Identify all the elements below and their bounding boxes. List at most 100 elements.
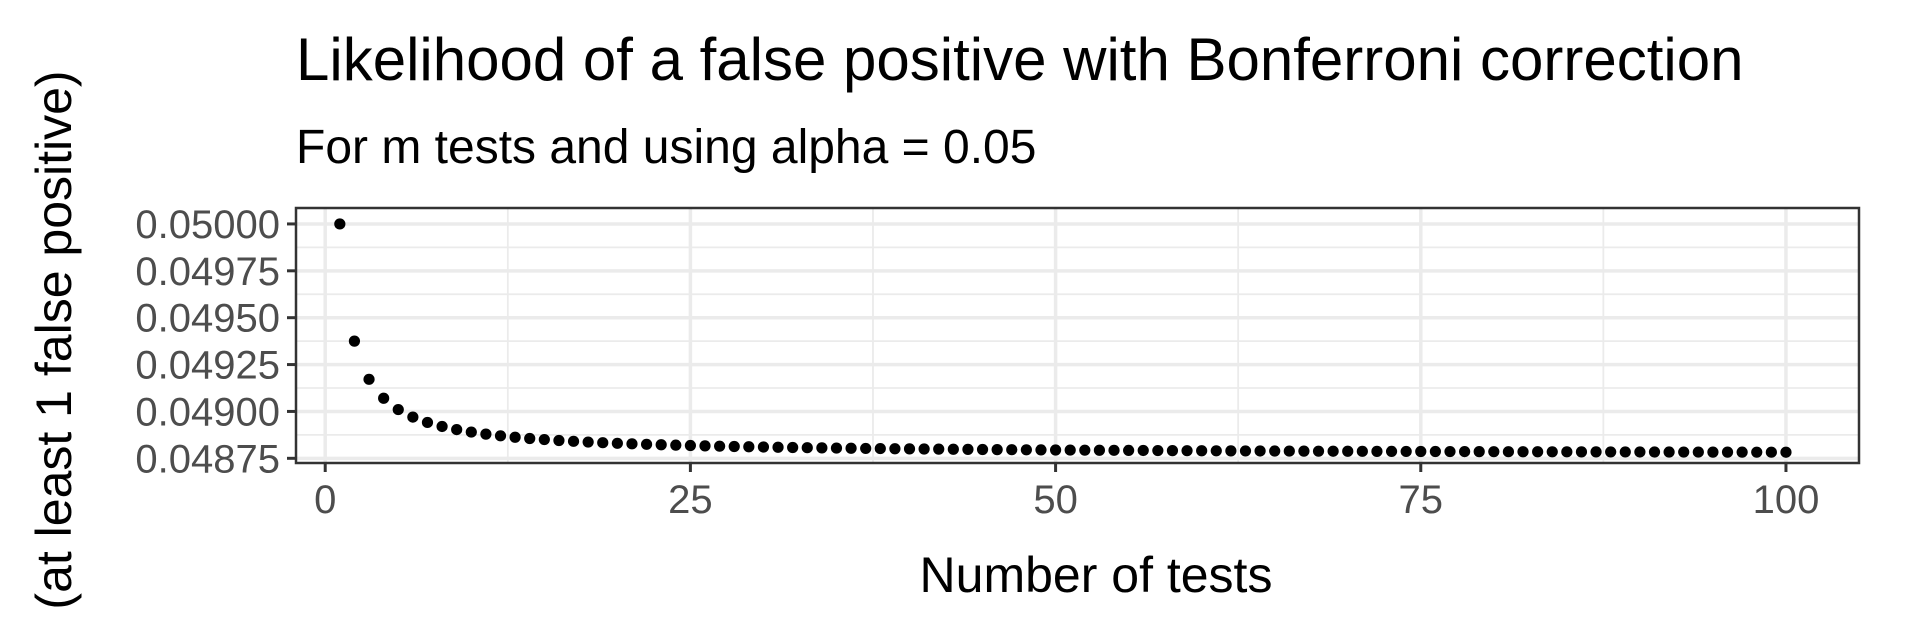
data-point: [1721, 446, 1734, 458]
data-point: [1225, 445, 1237, 457]
data-point: [684, 439, 697, 452]
data-point: [465, 426, 477, 438]
data-point: [830, 442, 843, 454]
data-point: [567, 435, 580, 447]
data-point: [1152, 444, 1164, 457]
data-point: [1181, 445, 1193, 457]
data-point: [933, 443, 945, 455]
data-point: [1517, 446, 1529, 458]
data-point: [845, 442, 857, 454]
data-point: [407, 411, 419, 423]
data-point: [1590, 446, 1602, 458]
y-tick-label: 0.04950: [135, 297, 280, 341]
grid: [296, 208, 1859, 463]
data-point: [1663, 446, 1675, 458]
data-point: [728, 440, 740, 453]
data-point: [436, 420, 448, 433]
data-point: [1692, 446, 1704, 458]
data-points: [334, 218, 1792, 458]
data-point: [1605, 446, 1617, 458]
data-point: [1561, 446, 1573, 458]
data-point: [1458, 445, 1471, 458]
data-point: [1196, 445, 1208, 457]
data-point: [626, 438, 638, 450]
data-point: [947, 443, 959, 455]
data-point: [757, 441, 770, 453]
x-tick-label: 25: [668, 478, 713, 522]
data-point: [1327, 445, 1339, 457]
data-point: [1064, 444, 1076, 456]
y-tick-label: 0.05000: [135, 203, 280, 247]
data-point: [1385, 445, 1398, 457]
data-point: [1736, 446, 1748, 458]
data-point: [860, 442, 872, 455]
data-point: [378, 392, 390, 404]
x-axis-title: Number of tests: [920, 547, 1273, 603]
data-point: [1488, 446, 1500, 458]
data-point: [1415, 445, 1427, 458]
data-point: [801, 442, 813, 454]
data-point: [787, 441, 799, 454]
data-point: [1283, 445, 1295, 457]
data-point: [1356, 445, 1368, 457]
data-point: [976, 443, 989, 456]
data-point: [494, 430, 507, 442]
data-point: [1035, 444, 1047, 456]
plot-panel-border: [294, 206, 1861, 465]
data-point: [714, 440, 726, 452]
data-point: [1049, 444, 1062, 456]
data-point: [1312, 445, 1325, 457]
data-point: [1371, 445, 1383, 457]
data-point: [903, 443, 916, 455]
data-point: [1079, 444, 1091, 456]
data-point: [1546, 446, 1558, 458]
data-point: [553, 434, 565, 447]
data-point: [1473, 446, 1485, 458]
data-point: [1166, 445, 1179, 457]
chart-subtitle: For m tests and using alpha = 0.05: [296, 121, 1036, 174]
axis-ticks: 0 25 50 75 1000.048750.049000.049250.049500.…: [135, 203, 1819, 522]
data-point: [772, 441, 784, 453]
x-tick-label: 50: [1033, 478, 1078, 522]
data-point: [1006, 444, 1018, 456]
data-point: [699, 440, 711, 452]
data-point: [640, 438, 653, 450]
x-tick-label: 75: [1399, 478, 1444, 522]
data-point: [1123, 444, 1135, 456]
y-tick-label: 0.04975: [135, 250, 280, 294]
data-point: [1254, 445, 1266, 457]
data-point: [1707, 446, 1719, 458]
data-point: [1210, 445, 1222, 457]
chart-title: Likelihood of a false positive with Bonf…: [296, 26, 1743, 93]
data-point: [480, 428, 492, 440]
data-point: [538, 433, 550, 446]
data-point: [1342, 445, 1354, 457]
y-tick-label: 0.04925: [135, 344, 280, 388]
data-point: [1751, 446, 1763, 458]
data-point: [1444, 445, 1456, 458]
data-point: [597, 437, 609, 449]
data-point: [1780, 446, 1792, 458]
data-point: [1239, 445, 1252, 457]
y-tick-label: 0.04875: [135, 437, 280, 481]
x-tick-label: 0: [314, 478, 336, 522]
y-axis-title: (at least 1 false positive): [26, 70, 82, 609]
data-point: [1648, 446, 1661, 458]
data-point: [1108, 444, 1120, 456]
data-point: [1619, 446, 1631, 458]
data-point: [1502, 446, 1515, 458]
data-point: [1532, 446, 1544, 458]
data-point: [1575, 446, 1588, 458]
y-tick-label: 0.04900: [135, 390, 280, 434]
data-point: [509, 431, 521, 443]
x-tick-label: 100: [1753, 478, 1820, 522]
data-point: [1634, 446, 1646, 458]
data-point: [1400, 445, 1412, 458]
data-point: [670, 439, 682, 451]
data-point: [991, 444, 1003, 456]
data-point: [334, 218, 346, 230]
data-point: [962, 443, 974, 455]
data-point: [524, 432, 536, 445]
data-point: [348, 335, 361, 347]
